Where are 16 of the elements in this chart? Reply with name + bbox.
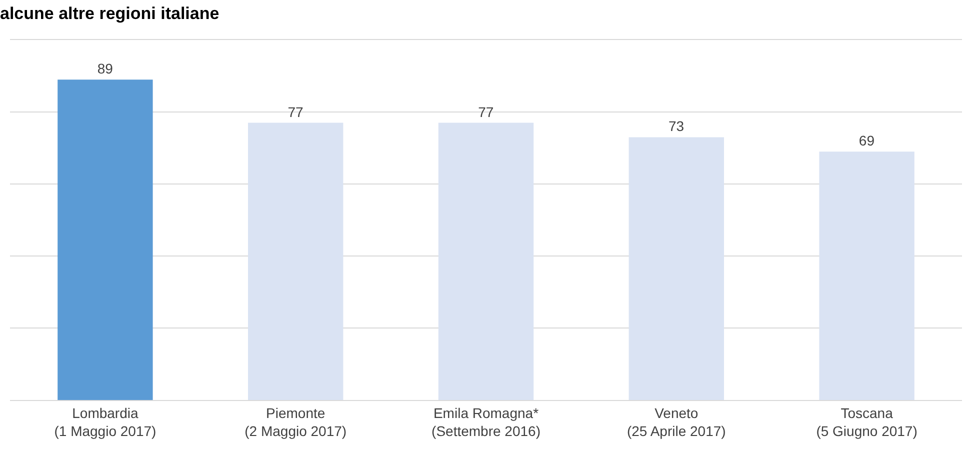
data-label: 69 [858, 132, 875, 149]
bar [438, 122, 534, 400]
x-tick-label: Toscana (5 Giugno 2017) [816, 404, 918, 439]
chart-title: alcune altre regioni italiane [0, 4, 220, 23]
data-label: 73 [668, 118, 684, 134]
bar [628, 137, 724, 400]
x-tick-label: Emila Romagna* (Settembre 2016) [432, 404, 540, 439]
bar [819, 152, 914, 400]
x-tick-label: Lombardia (1 Maggio 2017) [54, 404, 156, 439]
x-tick-label: Veneto (25 Aprile 2017) [626, 404, 726, 439]
data-label: 77 [288, 104, 304, 120]
data-label: 89 [97, 60, 114, 77]
bar [58, 80, 153, 400]
bar [248, 122, 344, 400]
data-label: 77 [478, 104, 494, 120]
x-tick-label: Piemonte (2 Maggio 2017) [244, 404, 347, 439]
